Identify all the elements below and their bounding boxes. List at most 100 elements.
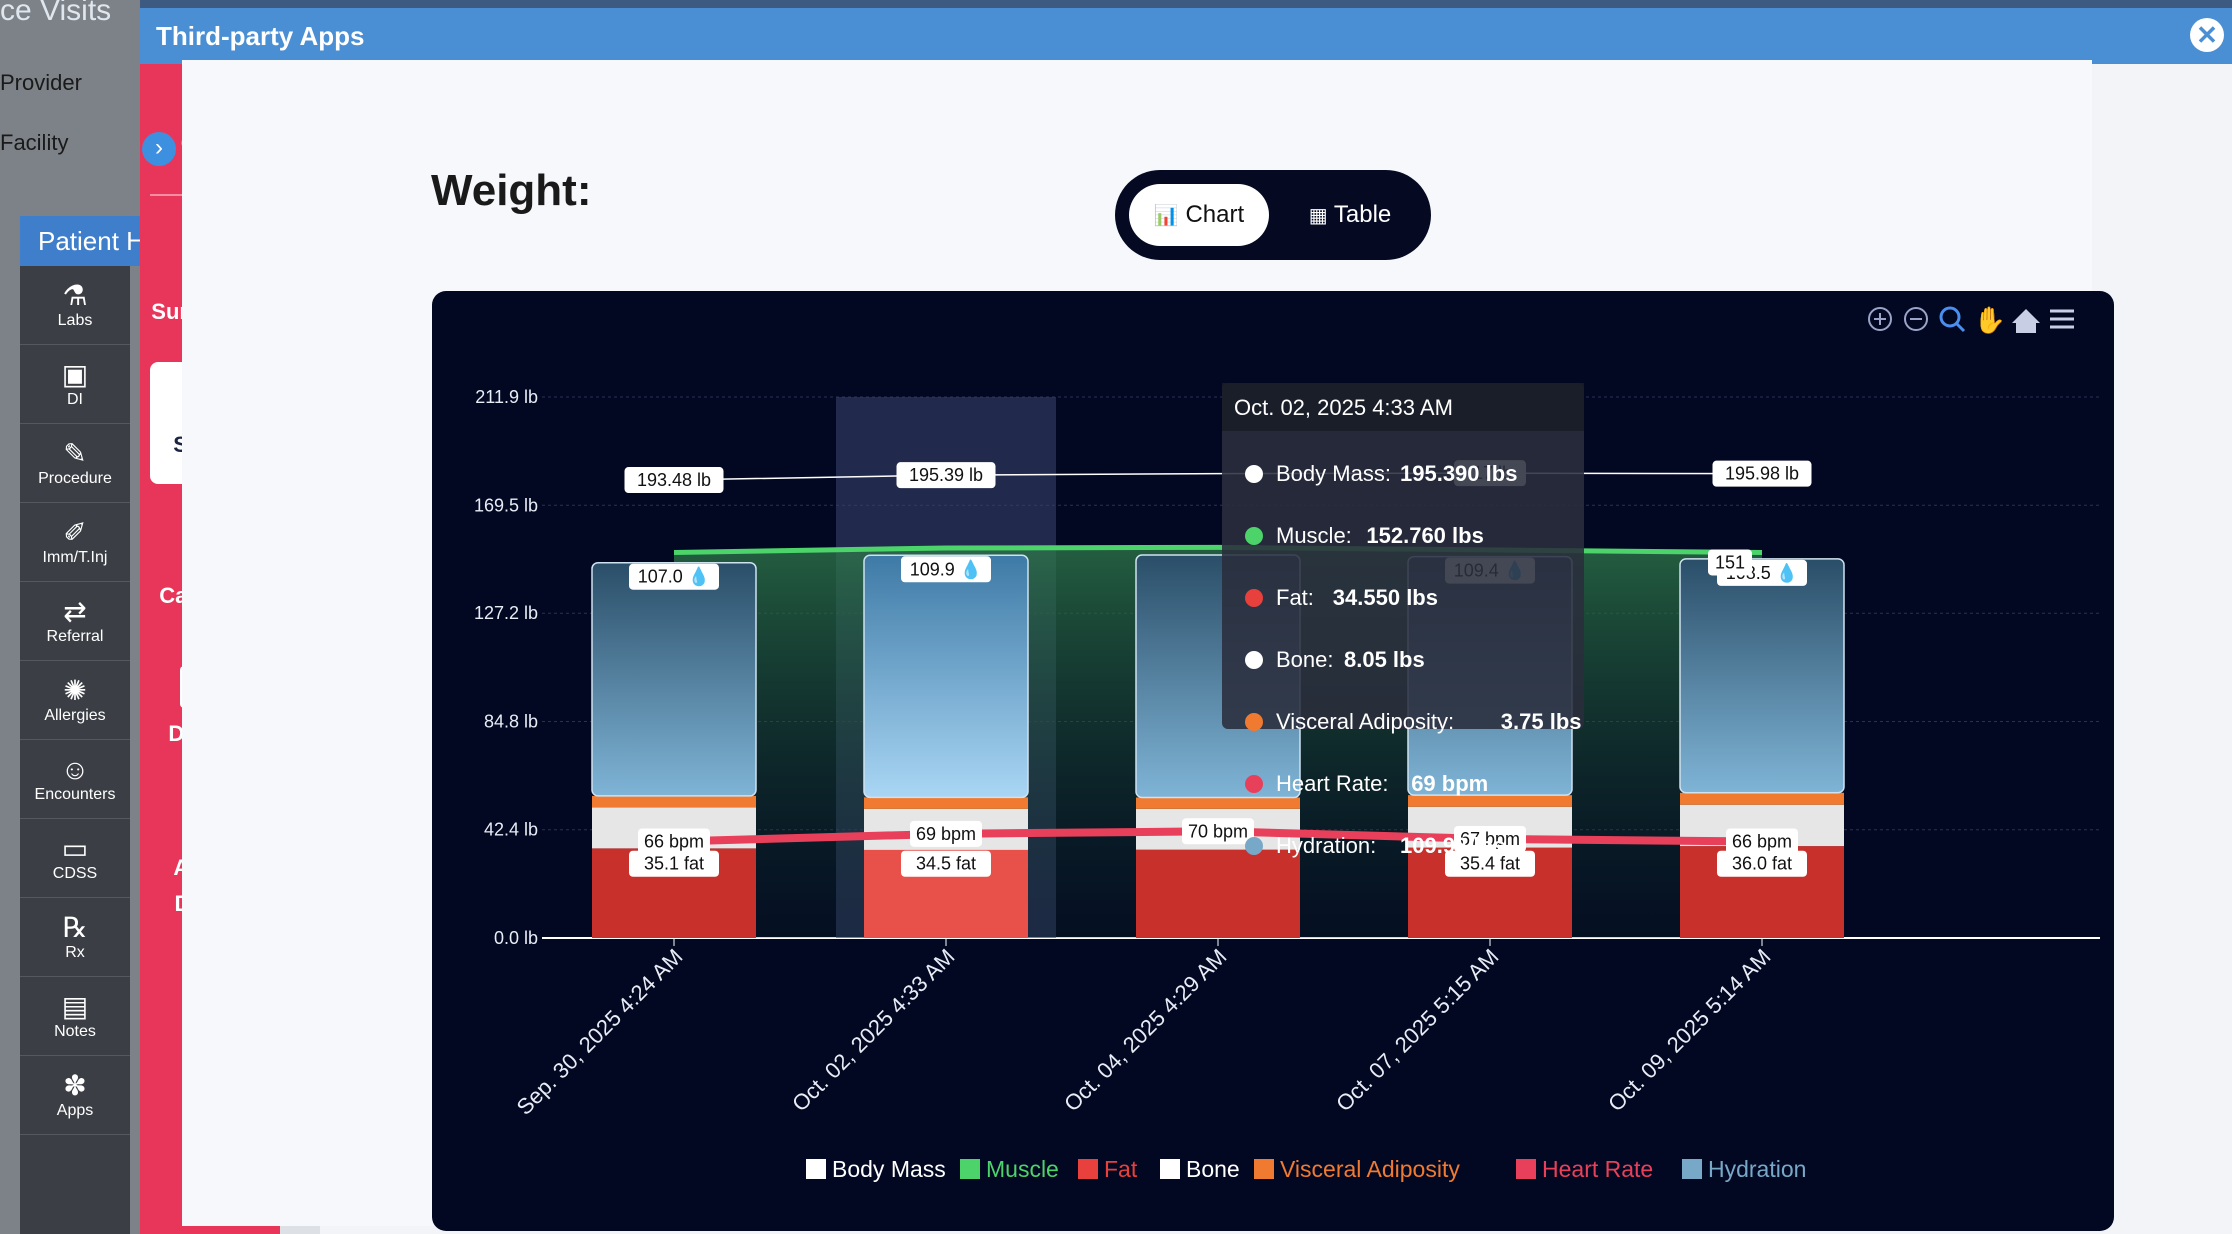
heart-rate-label: 70 bpm — [1188, 821, 1248, 841]
side-item-notes[interactable]: ▤ Notes — [20, 977, 130, 1056]
notes-icon: ▤ — [61, 991, 89, 1022]
tooltip-row-label: Heart Rate: — [1276, 771, 1389, 796]
body-mass-label: 193.48 lb — [637, 470, 711, 490]
facility-label[interactable]: Facility — [0, 130, 69, 155]
side-item-procedure[interactable]: ✎ Procedure — [20, 424, 130, 503]
fat-label-bg — [1717, 850, 1807, 877]
y-tick-label: 127.2 lb — [474, 603, 538, 623]
expand-sidebar-button[interactable]: › — [142, 132, 176, 166]
cdss-icon: ▭ — [61, 833, 89, 864]
scalpel-icon: ✎ — [63, 438, 87, 469]
syringe-icon: ✐ — [63, 517, 87, 548]
tooltip-dot — [1245, 465, 1263, 483]
legend-swatch — [1078, 1159, 1098, 1179]
fat-label: 35.4 fat — [1460, 854, 1520, 874]
tooltip-dot — [1245, 527, 1263, 545]
legend-item: Hydration — [1708, 1156, 1806, 1182]
heart-rate-label: 66 bpm — [1732, 831, 1792, 851]
y-tick-label: 84.8 lb — [484, 711, 538, 731]
side-item-encounters[interactable]: ☺ Encounters — [20, 740, 130, 819]
heart-rate-label: 69 bpm — [916, 824, 976, 844]
visceral-bar — [864, 797, 1028, 809]
page-title: Weight: — [431, 166, 592, 215]
hydration-bar — [1679, 558, 1845, 794]
fat-label: 34.5 fat — [916, 854, 976, 874]
tooltip-dot — [1245, 837, 1263, 855]
x-tick-label: Oct. 09, 2025 5:14 AM — [1603, 944, 1775, 1116]
apps-icon: ✽ — [63, 1070, 87, 1101]
x-tick-label: Oct. 04, 2025 4:29 AM — [1059, 944, 1231, 1116]
muscle-label-bg — [1708, 549, 1752, 576]
body-mass-label: 195.98 lb — [1725, 464, 1799, 484]
chart-icon: 📊 — [1153, 205, 1179, 227]
weight-chart: 211.9 lb 169.5 lb 127.2 lb 84.8 lb 42.4 lb 0.… — [432, 291, 2114, 1231]
chart-view-label: Chart — [1185, 201, 1245, 228]
legend-item: Body Mass — [832, 1156, 946, 1182]
side-item-labs[interactable]: ⚗ Labs — [20, 266, 130, 345]
side-item-label: Rx — [65, 944, 85, 961]
legend-item: Fat — [1104, 1156, 1138, 1182]
home-icon — [2012, 309, 2040, 333]
side-item-label: Referral — [46, 628, 104, 645]
legend-item: Visceral Adiposity — [1280, 1156, 1460, 1182]
body-mass-label: 195.39 lb — [909, 465, 983, 485]
legend-swatch — [1682, 1159, 1702, 1179]
legend-swatch — [1516, 1159, 1536, 1179]
fat-label-bg — [1445, 850, 1535, 877]
tooltip-row-value: 34.550 lbs — [1333, 585, 1438, 610]
side-item-label: Allergies — [44, 707, 106, 724]
close-icon[interactable]: ✕ — [2190, 18, 2224, 52]
legend-swatch — [1160, 1159, 1180, 1179]
hydration-label: 107.0 💧 — [638, 566, 710, 587]
table-view-label: Table — [1333, 201, 1392, 228]
referral-icon: ⇄ — [63, 596, 87, 627]
table-view-button[interactable]: ▦ Table — [1285, 184, 1415, 246]
tooltip-box — [1222, 383, 1584, 729]
tooltip-row-label: Muscle: — [1276, 523, 1352, 548]
background-page-title: ce Visits — [0, 0, 112, 27]
chart-view-button[interactable]: 📊 Chart — [1129, 184, 1269, 246]
hydration-label: 109.9 💧 — [910, 558, 982, 579]
tooltip-row-label: Bone: — [1276, 647, 1334, 672]
side-item-label: Procedure — [38, 470, 112, 487]
provider-label[interactable]: Provider — [0, 70, 82, 95]
heart-rate-label-bg — [1454, 825, 1526, 852]
tooltip-row-label: Fat: — [1276, 585, 1314, 610]
side-item-imm-t-inj[interactable]: ✐ Imm/T.Inj — [20, 503, 130, 582]
tooltip-dot — [1245, 651, 1263, 669]
zoom-select-icon — [1939, 306, 1961, 328]
zoom-select-handle — [1955, 322, 1966, 333]
tooltip-row-label: Visceral Adiposity: — [1276, 709, 1454, 734]
side-item-rx[interactable]: ℞ Rx — [20, 898, 130, 977]
side-item-cdss[interactable]: ▭ CDSS — [20, 819, 130, 898]
side-item-label: DI — [67, 391, 83, 408]
tooltip-header — [1222, 383, 1584, 431]
tooltip-row-value: 195.390 lbs — [1400, 461, 1517, 486]
side-item-di[interactable]: ▣ DI — [20, 345, 130, 424]
y-tick-label: 42.4 lb — [484, 820, 538, 840]
table-icon: ▦ — [1308, 205, 1328, 227]
fat-label-bg — [629, 850, 719, 877]
patient-header-tab[interactable]: Patient H — [20, 216, 158, 266]
hydration-label-bg — [901, 556, 991, 583]
tooltip-dot — [1245, 713, 1263, 731]
heart-rate-label-bg — [910, 820, 982, 847]
legend-item: Muscle — [986, 1156, 1059, 1182]
heart-rate-label-bg — [1182, 818, 1254, 845]
body-mass-label-bg — [896, 462, 996, 489]
visceral-bar — [592, 795, 756, 808]
di-icon: ▣ — [61, 359, 89, 390]
side-item-referral[interactable]: ⇄ Referral — [20, 582, 130, 661]
tooltip-row-value: 109.92 lbs — [1400, 833, 1505, 858]
encounters-icon: ☺ — [60, 754, 90, 785]
heart-rate-label-bg — [1726, 828, 1798, 855]
fat-label: 35.1 fat — [644, 854, 704, 874]
side-item-allergies[interactable]: ✺ Allergies — [20, 661, 130, 740]
legend-swatch — [960, 1159, 980, 1179]
side-item-label: Notes — [54, 1023, 96, 1040]
fat-label-bg — [901, 850, 991, 877]
visceral-bar — [1680, 792, 1844, 805]
y-tick-label: 0.0 lb — [494, 928, 538, 948]
zoom-out-icon — [1904, 307, 1928, 331]
side-item-apps[interactable]: ✽ Apps — [20, 1056, 130, 1135]
